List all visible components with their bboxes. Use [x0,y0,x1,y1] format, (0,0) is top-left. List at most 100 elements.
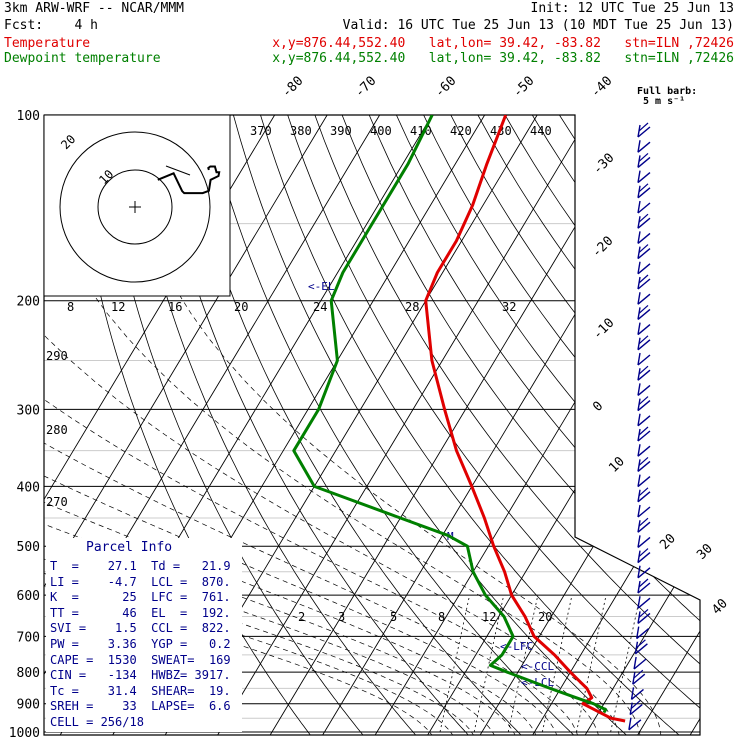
wind-barb-half [638,548,649,558]
hodo-speed-label: 12 [111,300,125,314]
wind-barb-flag [628,719,642,731]
wind-barb-flag [632,673,646,685]
mixing-ratio-label: 12 [482,610,496,624]
isotherm-label: -30 [590,151,617,178]
dry-adiabat-line [396,115,700,735]
dry-adiabat-line [233,115,638,735]
moist-adiabat-line [144,223,662,735]
mixing-ratio-line [610,594,641,733]
dewpoint-location: x,y=876.44,552.40 lat,lon= 39.42, -83.82… [272,51,734,66]
wind-barb-flag [637,536,651,548]
mixing-ratio-line [473,594,505,733]
wind-barb-flag [637,248,651,260]
parcel-info-row: TT = 46 EL = 192. [50,605,231,620]
wind-barb-flag [637,430,651,442]
wind-barb-flag [637,187,651,199]
wind-barb-flag [637,567,651,579]
pressure-tick-label: 500 [17,540,40,555]
isotherm-label: -70 [352,74,379,101]
pressure-tick-label: 400 [17,480,40,495]
dry-adiabat-line [260,115,691,735]
pressure-tick-label: 100 [17,109,40,124]
isotherm-label: -20 [589,234,616,261]
dry-adiabat-line [205,115,585,735]
temperature-line [424,115,626,723]
isotherm-line [578,115,700,735]
wind-barb-half [638,244,649,254]
wind-barb-flag [637,263,651,275]
mixing-ratio-label: 20 [538,610,552,624]
pressure-tick-label: 800 [17,666,40,681]
wind-barb-staff [630,687,635,700]
wind-barb-half [630,700,641,710]
pressure-tick-label: 200 [17,295,40,310]
temperature-location: x,y=876.44,552.40 lat,lon= 39.42, -83.82… [272,36,734,51]
mixing-ratio-label: 3 [338,610,345,624]
isotherm-label: 10 [606,454,628,476]
wind-barb-flag [637,354,651,366]
hodo-ring-10 [97,169,173,245]
pressure-tick-label: 600 [17,589,40,604]
theta-label: 380 [290,124,312,138]
hodo-speed-label: 24 [313,300,327,314]
forecast-hour: Fcst: 4 h [4,18,98,33]
wind-barb-staff [637,413,641,426]
wind-barb-half [638,122,649,132]
wind-barb-half [638,426,649,436]
wind-barb-flag [636,628,650,640]
isotherm-label: 40 [709,596,731,618]
moist-adiabat-line [44,223,600,735]
wind-barb-staff [637,535,641,548]
moist-adiabat-line [44,223,559,735]
dry-adiabat-line [314,115,700,735]
isotherm-label: -80 [279,74,306,101]
wind-barb-flag [637,597,651,609]
isotherm-label: -50 [510,74,537,101]
pressure-tick-label: 1000 [9,726,40,740]
valid-time: Valid: 16 UTC Tue 25 Jun 13 (10 MDT Tue … [342,18,734,33]
parcel-info-row: CELL = 256/18 [50,715,144,729]
moist-adiabat-line [44,223,621,735]
wind-barb-half [638,183,649,193]
isotherm-line [631,115,700,735]
wind-barb-flag [637,278,651,290]
parcel-info-row: SVI = 1.5 CCL = 822. [50,621,231,636]
mixing-ratio-line [576,594,607,733]
wind-barb-flag [633,658,647,670]
wind-barb-flag [637,202,651,214]
wind-barb-staff [637,292,641,305]
isotherm-label: -60 [432,74,459,101]
wind-barb-flag [637,324,651,336]
skewt-border [43,114,701,736]
hodograph-box [43,114,231,297]
mixing-ratio-line [439,594,471,733]
level-marker-label: <-CCL [521,660,554,673]
parcel-info-row: CIN = -134 HWBZ= 3917. [50,668,231,683]
isotherm-line [211,115,607,735]
isotherm-line [737,87,740,740]
parcel-info-row: LI = -4.7 LCL = 870. [50,574,231,589]
wind-barb-half [638,578,649,588]
hodo-speed-label: 32 [502,300,516,314]
level-marker-label: <-EL [308,280,335,293]
theta-label: 440 [530,124,552,138]
isotherm-label: -10 [590,316,617,343]
wind-barb-flag [637,126,651,138]
wind-barb-staff [633,656,637,670]
wind-barb-half [638,152,649,162]
wind-barb-flag [637,400,651,412]
wind-barb-staff [637,504,641,518]
wind-barb-half [636,639,646,649]
moist-adiabat-line [44,223,539,735]
wind-barb-half [638,608,649,618]
wind-barb-half [638,304,649,314]
wind-barb-flag [637,308,651,320]
init-time: Init: 12 UTC Tue 25 Jun 13 [530,1,735,16]
parcel-info-panel: Parcel Info T = 27.1 Td = 21.9 LI = -4.7 … [46,538,242,732]
wind-barb-staff [637,322,641,335]
dry-adiabat-line [368,115,700,735]
wind-barb-flag [637,491,651,503]
moist-adiabat-line [51,223,641,735]
isotherm-label: 0 [590,399,606,415]
wind-barb-flag [637,172,651,184]
